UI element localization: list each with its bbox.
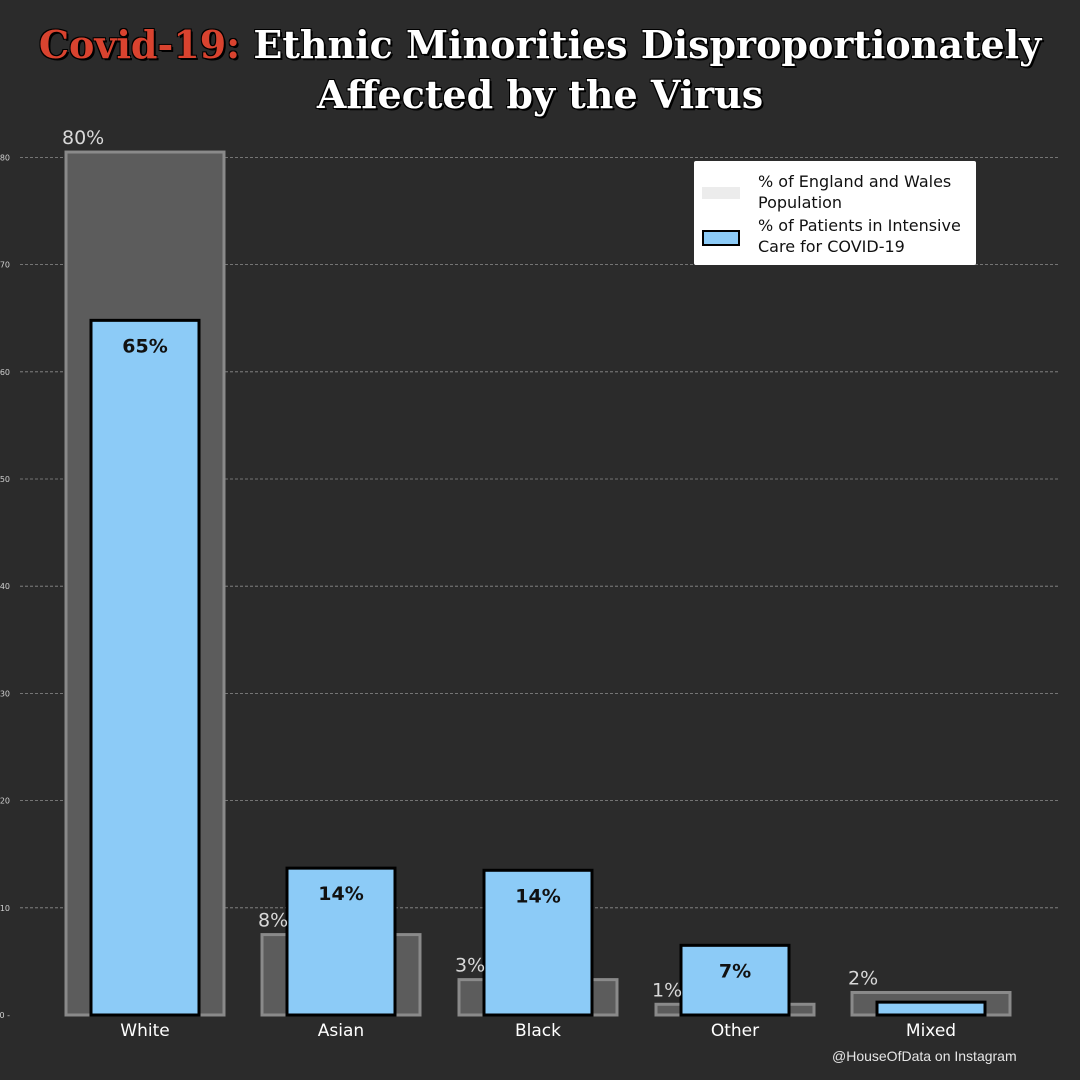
y-tick-label: 50 [0,475,10,484]
legend-swatch-population [702,187,740,199]
icu-value-label: 14% [515,885,560,907]
population-value-label: 3% [455,955,485,977]
icu-bar [679,943,791,1017]
icu-value-label: 65% [122,335,167,357]
x-tick-label: White [120,1021,169,1041]
legend-label-icu: % of Patients in Intensive Care for COVI… [758,216,961,256]
y-tick-label: 20 [0,797,10,806]
legend-swatch-icu [702,230,740,246]
y-tick-label: 0 - [0,1011,10,1020]
y-tick-label: 40 [0,582,10,591]
y-tick-label: 70 [0,261,10,270]
population-value-label: 2% [848,967,878,989]
title-accent: Covid-19: [38,22,241,67]
x-tick-label: Mixed [906,1021,956,1041]
population-value-label: 1% [652,979,682,1001]
y-tick-label: 10 [0,904,10,913]
x-tick-label: Asian [318,1021,364,1041]
icu-value-label: 7% [719,960,751,982]
population-value-label: 8% [258,910,288,932]
y-tick-label: 60 [0,368,10,377]
legend: % of England and Wales Population % of P… [694,161,976,265]
icu-bar [89,318,201,1017]
title-main: Ethnic Minorities Disproportionately [253,22,1042,67]
x-tick-label: Other [711,1021,759,1041]
icu-bar [285,866,397,1017]
icu-bar [875,1000,987,1017]
icu-bar [482,868,594,1017]
title-line-2: Affected by the Virus [316,72,764,117]
y-tick-label: 30 [0,689,10,698]
legend-label-population: % of England and Wales Population [758,172,952,212]
chart-title: Covid-19: Ethnic Minorities Disproportio… [0,20,1080,120]
title-line-1: Covid-19: Ethnic Minorities Disproportio… [0,20,1080,70]
x-tick-label: Black [515,1021,561,1041]
y-tick-label: 80 [0,153,10,162]
population-value-label: 80% [62,127,104,149]
icu-value-label: 14% [318,883,363,905]
credit-text: @HouseOfData on Instagram [832,1048,1017,1064]
